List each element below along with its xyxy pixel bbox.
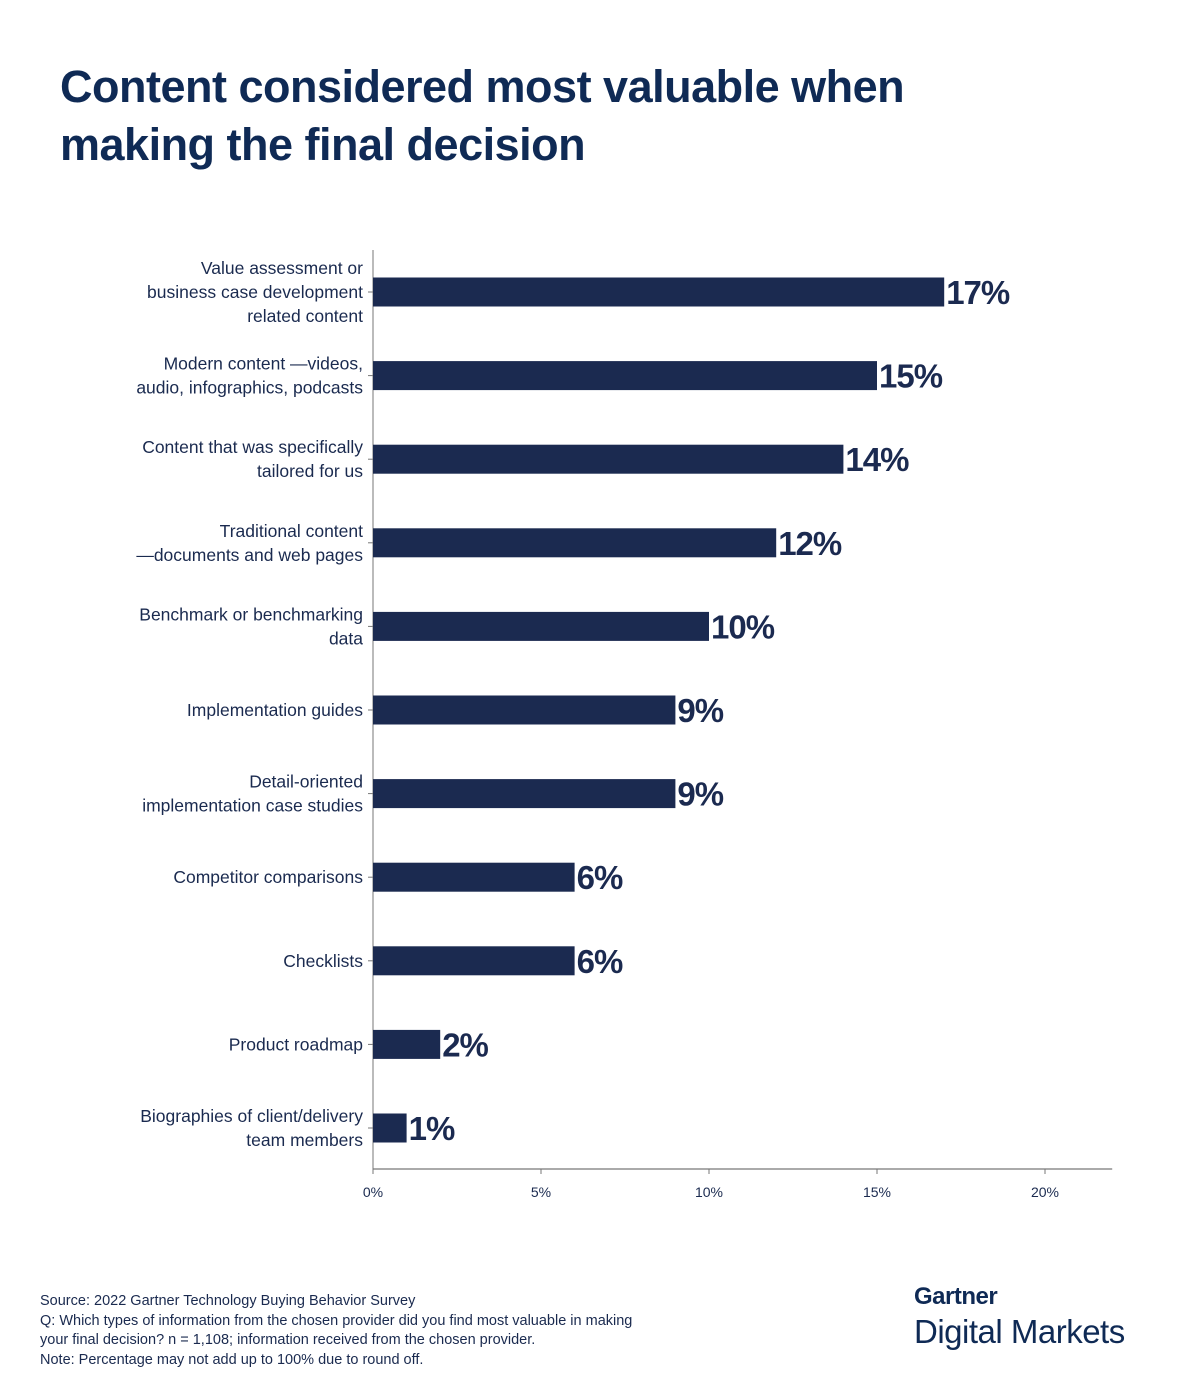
category-label: Traditional content —documents and web pa… (136, 521, 363, 565)
data-label: 2% (442, 1026, 488, 1063)
logo-product: Digital Markets (914, 1313, 1125, 1350)
footer-source: Source: 2022 Gartner Technology Buying B… (40, 1293, 416, 1309)
logo-brand: Gartner (914, 1283, 998, 1310)
data-label: 12% (778, 525, 842, 562)
bar (373, 528, 777, 558)
footer-notes: Source: 2022 Gartner Technology Buying B… (40, 1292, 632, 1370)
gartner-digital-markets-logo: Gartner Digital Markets (914, 1283, 1125, 1351)
category-label: Value assessment or business case develop… (147, 258, 363, 326)
category-label: Checklists (283, 951, 363, 971)
data-label: 6% (577, 859, 623, 896)
x-tick-label: 20% (1031, 1184, 1059, 1200)
bar (373, 444, 844, 474)
data-label: 10% (711, 608, 775, 645)
bar (373, 611, 709, 641)
category-label: Benchmark or benchmarking data (139, 604, 363, 648)
bar (373, 277, 945, 307)
bar (373, 862, 575, 892)
bar (373, 1029, 441, 1059)
category-label: Biographies of client/delivery team membe… (140, 1106, 363, 1150)
chart-title: Content considered most valuable when ma… (60, 61, 905, 170)
x-tick-label: 15% (863, 1184, 891, 1200)
x-tick-label: 5% (531, 1184, 551, 1200)
data-label: 1% (409, 1110, 455, 1147)
footer-question: Q: Which types of information from the c… (40, 1312, 633, 1329)
data-label: 15% (879, 358, 943, 395)
bar (373, 361, 877, 391)
category-label: Content that was specifically tailored fo… (142, 437, 363, 481)
x-tick-label: 0% (363, 1184, 383, 1200)
category-label: Modern content —videos, audio, infographi… (136, 354, 363, 398)
bar (373, 946, 575, 976)
data-label: 9% (677, 776, 723, 813)
bar-chart: 0% 5% 10% 15% 20% 17% Value assessment or busin… (136, 250, 1113, 1200)
footer-question-cont: your final decision? n = 1,108; informat… (40, 1332, 536, 1348)
category-label: Product roadmap (229, 1034, 363, 1054)
category-label: Competitor comparisons (173, 867, 363, 887)
category-label: Implementation guides (187, 700, 363, 720)
data-label: 9% (677, 692, 723, 729)
category-label: Detail-oriented implementation case studi… (142, 772, 363, 816)
data-label: 6% (577, 943, 623, 980)
x-tick-label: 10% (695, 1184, 723, 1200)
bar (373, 695, 676, 725)
bar (373, 779, 676, 809)
footer-note: Note: Percentage may not add up to 100% … (40, 1351, 424, 1368)
data-label: 14% (845, 441, 909, 478)
bar (373, 1113, 407, 1143)
data-label: 17% (946, 274, 1010, 311)
